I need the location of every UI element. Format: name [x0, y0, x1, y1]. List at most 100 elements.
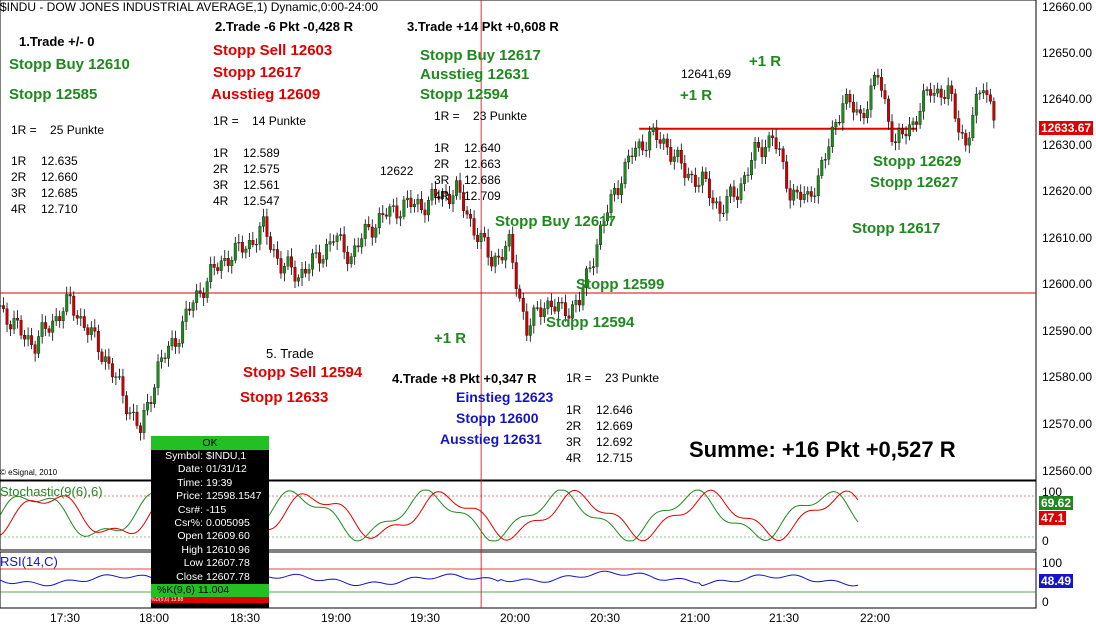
candle-body-249 — [873, 74, 876, 86]
candle-body-263 — [922, 90, 926, 112]
info-ok-button[interactable]: OK — [151, 436, 269, 450]
candle-body-233 — [816, 175, 820, 196]
candle-body-243 — [851, 101, 855, 113]
info-value: 12607.78 — [206, 557, 250, 570]
candle-body-251 — [880, 77, 883, 91]
candle-body-121 — [423, 209, 427, 216]
candle-body-173 — [606, 212, 610, 222]
t1-r3-value: 12.685 — [41, 186, 78, 200]
candle-body-71 — [247, 240, 251, 250]
candle-body-278 — [974, 93, 978, 116]
rsi-label: RSI(14,C) — [0, 554, 58, 569]
trade3-targets: 1R 12.640 2R 12.663 3R 12.686 4R 12.709 — [434, 140, 501, 204]
candle-body-145 — [507, 234, 511, 247]
candle-body-282 — [988, 94, 992, 102]
candle-body-241 — [844, 94, 848, 104]
candle-body-36 — [124, 395, 128, 415]
rsi-tick-0: 0 — [1042, 595, 1049, 609]
candle-body-162 — [567, 315, 571, 319]
t2-r2-label: 2R — [213, 162, 229, 176]
info-key: Csr%: — [174, 516, 203, 529]
info-row: Csr%: 0.005095 — [151, 517, 269, 530]
candle-body-131 — [458, 180, 462, 193]
candle-body-109 — [381, 213, 385, 216]
candle-body-164 — [574, 300, 578, 305]
candle-body-163 — [570, 304, 574, 319]
cursor-info-box: OK Symbol: $INDU,1 Date: 01/31/12 Time: 19:… — [151, 436, 269, 608]
info-k-line: %K(9,6) 11.004 — [151, 583, 269, 597]
candle-body-138 — [483, 233, 487, 238]
candle-body-87 — [304, 269, 307, 274]
candle-body-132 — [462, 192, 466, 211]
info-key: Open — [177, 530, 203, 543]
candle-body-0 — [0, 305, 2, 308]
trade1-stopp: Stopp 12585 — [9, 86, 98, 103]
candle-body-1 — [2, 305, 5, 309]
stoch-label: Stochastic(9(6),6) — [0, 484, 103, 499]
t1-r1-value: 12.635 — [41, 154, 78, 168]
candle-body-177 — [620, 183, 624, 195]
candle-body-70 — [244, 248, 248, 253]
candle-body-48 — [167, 345, 171, 359]
candle-body-76 — [265, 216, 269, 237]
candle-body-12 — [40, 322, 44, 337]
candle-body-157 — [549, 300, 553, 307]
candle-body-268 — [939, 88, 943, 98]
y-tick-12580: 12580.00 — [1042, 370, 1093, 384]
candle-body-100 — [349, 256, 353, 264]
t3-r2-value: 12.663 — [464, 157, 501, 171]
candle-body-58 — [202, 293, 206, 298]
candle-body-13 — [44, 322, 48, 329]
y-tick-12600: 12600.00 — [1042, 277, 1093, 291]
info-row: Date: 01/31/12 — [151, 463, 269, 476]
candle-body-235 — [823, 159, 827, 161]
candle-body-208 — [729, 186, 732, 197]
candle-body-165 — [578, 300, 581, 306]
candle-body-113 — [395, 205, 399, 219]
candle-body-274 — [960, 132, 964, 134]
candle-body-17 — [58, 316, 62, 322]
candle-body-146 — [511, 234, 515, 263]
candle-body-122 — [426, 200, 430, 216]
candle-body-191 — [669, 147, 673, 162]
candle-body-86 — [300, 269, 304, 278]
candle-body-256 — [897, 128, 901, 143]
candle-body-39 — [135, 411, 139, 426]
candle-body-104 — [363, 224, 367, 239]
current-price-badge: 12633.67 — [1039, 121, 1094, 135]
info-row: Csr#: -115 — [151, 504, 269, 517]
candle-body-179 — [627, 155, 631, 163]
candle-body-167 — [585, 268, 588, 288]
candle-body-244 — [855, 109, 859, 113]
info-value: 19:39 — [206, 476, 233, 489]
t3-r4-value: 12.709 — [464, 189, 501, 203]
candle-body-280 — [981, 90, 985, 94]
candle-body-23 — [79, 316, 83, 319]
candle-body-250 — [876, 74, 880, 78]
info-row: Open 12609.60 — [151, 530, 269, 543]
esignal-credit: © eSignal, 2010 — [0, 468, 58, 477]
rsi-line — [0, 570, 859, 587]
candle-body-89 — [311, 253, 315, 270]
candle-body-226 — [792, 189, 796, 201]
candle-body-29 — [100, 351, 104, 362]
candle-body-267 — [936, 88, 940, 94]
trade1-stopp-buy: Stopp Buy 12610 — [9, 56, 130, 73]
candle-body-3 — [9, 324, 12, 330]
stopp-buy-12617-label: Stopp Buy 12617 — [495, 213, 616, 230]
candle-body-117 — [409, 197, 413, 208]
candle-body-195 — [683, 163, 687, 178]
candle-body-115 — [402, 199, 406, 217]
candle-body-232 — [813, 195, 817, 197]
candle-body-147 — [514, 262, 518, 290]
candle-body-262 — [918, 111, 922, 125]
candle-body-85 — [297, 277, 300, 282]
candle-body-205 — [718, 201, 722, 214]
candle-body-107 — [374, 227, 378, 238]
stoch-panel-frame — [0, 480, 1037, 551]
candle-body-247 — [865, 109, 869, 119]
candle-body-266 — [932, 93, 936, 96]
candle-body-82 — [286, 256, 290, 267]
candle-body-133 — [465, 210, 469, 215]
t1-r4-value: 12.710 — [41, 202, 78, 216]
